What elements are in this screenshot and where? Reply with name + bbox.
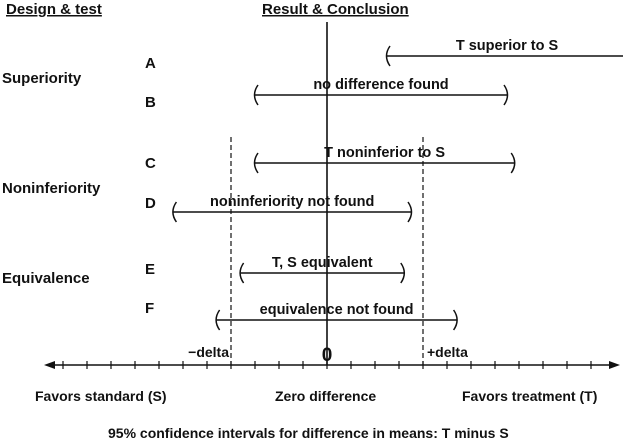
header-result-conclusion: Result & Conclusion — [262, 1, 409, 18]
design-label-superiority: Superiority — [2, 70, 82, 87]
interval-bracket-left-c — [253, 152, 259, 174]
interval-label-a: T superior to S — [456, 38, 559, 54]
interval-letter-c: C — [145, 155, 156, 172]
interval-bracket-left-b — [253, 84, 259, 106]
interval-bracket-right-e — [400, 262, 406, 284]
interval-label-f: equivalence not found — [260, 302, 414, 318]
interval-bracket-left-f — [215, 309, 221, 331]
figure-caption: 95% confidence intervals for difference … — [108, 425, 509, 441]
axis-arrow-right — [609, 361, 620, 369]
interval-bracket-left-d — [172, 201, 178, 223]
interval-bracket-right-b — [503, 84, 509, 106]
axis-ticks — [62, 361, 592, 369]
interval-bracket-left-e — [239, 262, 245, 284]
interval-letter-a: A — [145, 55, 156, 72]
axis-arrow-left — [44, 361, 55, 369]
interval-letter-e: E — [145, 261, 155, 278]
plus-delta-label: +delta — [427, 344, 468, 360]
interval-bracket-right-f — [452, 309, 458, 331]
interval-label-c: T noninferior to S — [324, 145, 445, 161]
interval-bracket-left-a — [385, 45, 391, 67]
design-label-noninferiority: Noninferiority — [2, 180, 101, 197]
interval-label-d: noninferiority not found — [210, 194, 374, 210]
interval-group: A T superior to S Bno difference found C T n… — [145, 38, 623, 331]
difference-axis — [44, 361, 620, 369]
favors-treatment-label: Favors treatment (T) — [462, 388, 597, 404]
favors-standard-label: Favors standard (S) — [35, 388, 166, 404]
interval-bracket-right-c — [510, 152, 516, 174]
interval-letter-d: D — [145, 195, 156, 212]
zero-label: 0 — [322, 345, 333, 366]
zero-difference-label: Zero difference — [275, 388, 376, 404]
design-label-equivalence: Equivalence — [2, 270, 90, 287]
interval-label-e: T, S equivalent — [272, 255, 373, 271]
interval-label-b: no difference found — [313, 77, 448, 93]
interval-letter-b: B — [145, 94, 156, 111]
header-design-test: Design & test — [6, 1, 102, 18]
minus-delta-label: −delta — [188, 344, 229, 360]
interval-letter-f: F — [145, 300, 154, 317]
interval-bracket-right-d — [407, 201, 413, 223]
